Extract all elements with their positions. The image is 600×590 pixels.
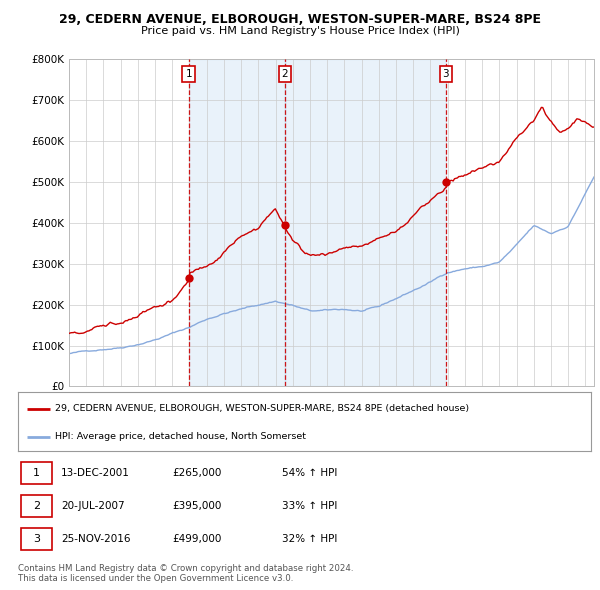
Text: £265,000: £265,000 — [173, 468, 222, 478]
Text: £499,000: £499,000 — [173, 534, 222, 544]
Text: 54% ↑ HPI: 54% ↑ HPI — [281, 468, 337, 478]
Text: 20-JUL-2007: 20-JUL-2007 — [61, 501, 125, 511]
Text: Price paid vs. HM Land Registry's House Price Index (HPI): Price paid vs. HM Land Registry's House … — [140, 26, 460, 35]
Text: 29, CEDERN AVENUE, ELBOROUGH, WESTON-SUPER-MARE, BS24 8PE: 29, CEDERN AVENUE, ELBOROUGH, WESTON-SUP… — [59, 13, 541, 26]
Text: 33% ↑ HPI: 33% ↑ HPI — [281, 501, 337, 511]
Text: 1: 1 — [33, 468, 40, 478]
Text: 25-NOV-2016: 25-NOV-2016 — [61, 534, 130, 544]
Text: £395,000: £395,000 — [173, 501, 222, 511]
Text: 3: 3 — [443, 69, 449, 78]
Text: 2: 2 — [282, 69, 289, 78]
Text: 29, CEDERN AVENUE, ELBOROUGH, WESTON-SUPER-MARE, BS24 8PE (detached house): 29, CEDERN AVENUE, ELBOROUGH, WESTON-SUP… — [55, 404, 469, 414]
FancyBboxPatch shape — [21, 461, 52, 484]
Text: 3: 3 — [33, 534, 40, 544]
Text: Contains HM Land Registry data © Crown copyright and database right 2024.
This d: Contains HM Land Registry data © Crown c… — [18, 564, 353, 583]
Text: 1: 1 — [185, 69, 192, 78]
Bar — [285, 59, 446, 386]
Text: 2: 2 — [33, 501, 40, 511]
Text: 13-DEC-2001: 13-DEC-2001 — [61, 468, 130, 478]
Text: 32% ↑ HPI: 32% ↑ HPI — [281, 534, 337, 544]
FancyBboxPatch shape — [21, 527, 52, 550]
FancyBboxPatch shape — [21, 494, 52, 517]
Bar — [188, 59, 285, 386]
Text: HPI: Average price, detached house, North Somerset: HPI: Average price, detached house, Nort… — [55, 432, 306, 441]
